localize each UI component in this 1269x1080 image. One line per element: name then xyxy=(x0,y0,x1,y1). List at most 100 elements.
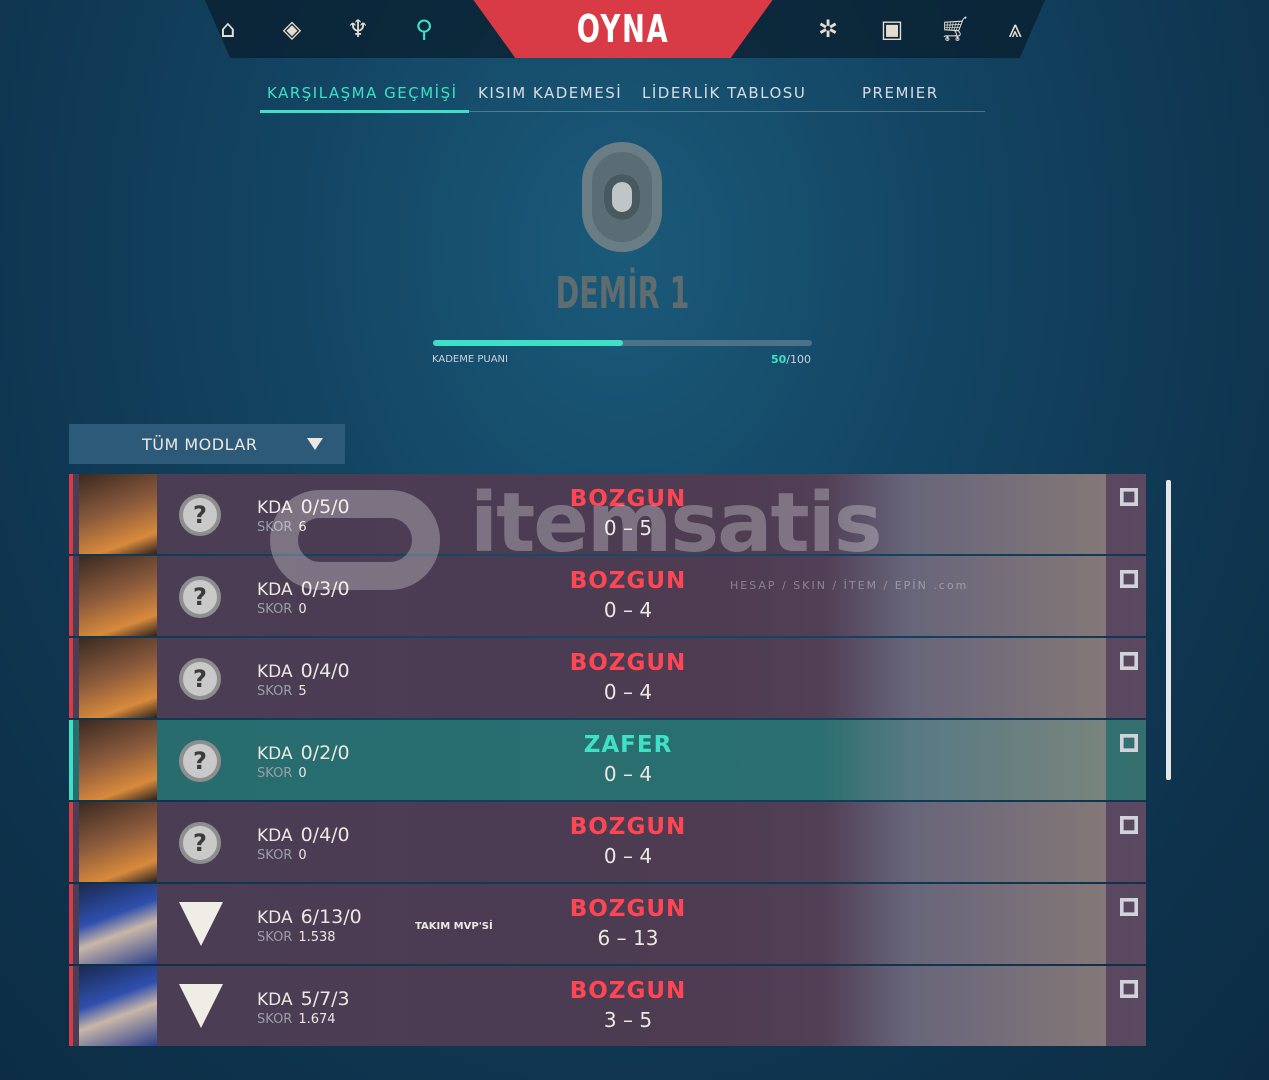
kda-label: KDA xyxy=(257,908,293,928)
collection-icon[interactable]: ♆ xyxy=(347,15,369,43)
watermark-subtext: HESAP / SKIN / İTEM / EPİN .com xyxy=(730,579,969,592)
map-thumbnail xyxy=(824,802,1106,882)
rr-label: KADEME PUANI xyxy=(432,354,508,365)
kda-value: 0/4/0 xyxy=(300,660,350,682)
score-stat: SKOR 1.674 xyxy=(257,1012,336,1027)
kda-label: KDA xyxy=(257,826,293,846)
store-icon[interactable]: 🛒︎ xyxy=(940,15,971,43)
match-score: 0 – 4 xyxy=(603,680,653,704)
chevron-down-icon xyxy=(307,438,323,450)
skor-value: 0 xyxy=(298,766,307,781)
kda: KDA 6/13/0 xyxy=(257,906,362,928)
unranked-icon: ? xyxy=(179,576,221,618)
score-stat: SKOR 1.538 xyxy=(257,930,336,945)
match-row[interactable]: ? KDA 0/5/0 SKOR 6 BOZGUN 0 – 5 xyxy=(69,474,1146,554)
agent-portrait xyxy=(79,884,157,964)
skor-value: 1.538 xyxy=(298,930,336,945)
iron-rank-icon xyxy=(582,142,662,252)
match-result: BOZGUN xyxy=(569,814,687,840)
unranked-icon: ? xyxy=(179,740,221,782)
agents-icon[interactable]: ◈ xyxy=(282,15,302,43)
match-result: BOZGUN xyxy=(569,896,687,922)
match-score: 0 – 4 xyxy=(603,598,653,622)
kda-label: KDA xyxy=(257,990,293,1010)
kda-label: KDA xyxy=(257,580,293,600)
rank-badge-icon xyxy=(179,902,223,946)
score-stat: SKOR 0 xyxy=(257,848,307,863)
mode-filter-value: TÜM MODLAR xyxy=(142,434,258,454)
match-row[interactable]: ? KDA 0/3/0 SKOR 0 BOZGUN 0 – 4 xyxy=(69,556,1146,636)
match-result: BOZGUN xyxy=(569,568,687,594)
kda-label: KDA xyxy=(257,744,293,764)
tab-match-history[interactable]: KARŞILAŞMA GEÇMİŞİ xyxy=(267,84,458,102)
match-result: BOZGUN xyxy=(569,486,687,512)
mode-filter-dropdown[interactable]: TÜM MODLAR xyxy=(69,424,345,464)
scrollbar[interactable] xyxy=(1166,480,1171,780)
skor-label: SKOR xyxy=(257,1012,293,1027)
rr-value: 50/100 xyxy=(771,353,811,366)
agent-portrait xyxy=(79,966,157,1046)
expand-icon[interactable] xyxy=(1120,898,1138,916)
rr-current: 50 xyxy=(770,353,787,366)
agent-portrait xyxy=(79,802,157,882)
expand-icon[interactable] xyxy=(1120,980,1138,998)
expand-icon[interactable] xyxy=(1120,652,1138,670)
kda: KDA 0/4/0 xyxy=(257,660,350,682)
match-row[interactable]: KDA 5/7/3 SKOR 1.674 BOZGUN 3 – 5 xyxy=(69,966,1146,1046)
match-row[interactable]: ? KDA 0/2/0 SKOR 0 ZAFER 0 – 4 xyxy=(69,720,1146,800)
rank-name: DEMİR 1 xyxy=(555,268,690,319)
score-stat: SKOR 5 xyxy=(257,684,307,699)
battlepass-icon[interactable]: ▣ xyxy=(880,15,904,43)
kda: KDA 5/7/3 xyxy=(257,988,350,1010)
unranked-icon: ? xyxy=(179,822,221,864)
agent-portrait xyxy=(79,720,157,800)
skor-value: 5 xyxy=(298,684,307,699)
rr-progress-bar xyxy=(433,340,812,346)
map-thumbnail xyxy=(824,556,1106,636)
match-score: 0 – 4 xyxy=(603,844,653,868)
kda: KDA 0/4/0 xyxy=(257,824,350,846)
match-row[interactable]: ? KDA 0/4/0 SKOR 5 BOZGUN 0 – 4 xyxy=(69,638,1146,718)
expand-icon[interactable] xyxy=(1120,816,1138,834)
skor-label: SKOR xyxy=(257,684,293,699)
active-tab-indicator xyxy=(260,110,469,113)
tab-premier[interactable]: PREMIER xyxy=(862,84,939,102)
play-button[interactable]: OYNA xyxy=(473,0,773,58)
mvp-badge: TAKIM MVP'Sİ xyxy=(415,921,493,932)
rr-max: /100 xyxy=(786,353,811,366)
kda-value: 0/4/0 xyxy=(300,824,350,846)
match-score: 6 – 13 xyxy=(597,926,659,950)
career-tabs: KARŞILAŞMA GEÇMİŞİ KISIM KADEMESİ LİDERL… xyxy=(260,84,985,113)
match-result: BOZGUN xyxy=(569,650,687,676)
unranked-icon: ? xyxy=(179,494,221,536)
match-score: 0 – 4 xyxy=(603,762,653,786)
match-score: 0 – 5 xyxy=(603,516,653,540)
map-thumbnail xyxy=(824,966,1106,1046)
skor-label: SKOR xyxy=(257,848,293,863)
score-stat: SKOR 0 xyxy=(257,602,307,617)
expand-icon[interactable] xyxy=(1120,488,1138,506)
agent-portrait xyxy=(79,638,157,718)
map-thumbnail xyxy=(824,884,1106,964)
match-row[interactable]: ? KDA 0/4/0 SKOR 0 BOZGUN 0 – 4 xyxy=(69,802,1146,882)
rank-icon[interactable]: ⩓ xyxy=(1008,15,1022,43)
expand-icon[interactable] xyxy=(1120,734,1138,752)
skor-label: SKOR xyxy=(257,602,293,617)
skor-label: SKOR xyxy=(257,930,293,945)
rank-badge-icon xyxy=(179,984,223,1028)
watermark-text: itemsatis xyxy=(470,476,883,571)
match-row[interactable]: KDA 6/13/0 SKOR 1.538 TAKIM MVP'Sİ BOZGUN … xyxy=(69,884,1146,964)
skor-value: 1.674 xyxy=(298,1012,336,1027)
expand-icon[interactable] xyxy=(1120,570,1138,588)
kda: KDA 0/3/0 xyxy=(257,578,350,600)
tab-act-rank[interactable]: KISIM KADEMESİ xyxy=(478,84,623,102)
esports-icon[interactable]: ✲ xyxy=(817,15,839,43)
kda: KDA 0/2/0 xyxy=(257,742,350,764)
home-icon[interactable]: ⌂ xyxy=(220,15,236,43)
career-icon[interactable]: ⚲ xyxy=(415,15,433,43)
unranked-icon: ? xyxy=(179,658,221,700)
kda-value: 6/13/0 xyxy=(300,906,362,928)
skor-label: SKOR xyxy=(257,766,293,781)
kda-value: 0/2/0 xyxy=(300,742,350,764)
tab-leaderboard[interactable]: LİDERLİK TABLOSU xyxy=(642,84,807,102)
